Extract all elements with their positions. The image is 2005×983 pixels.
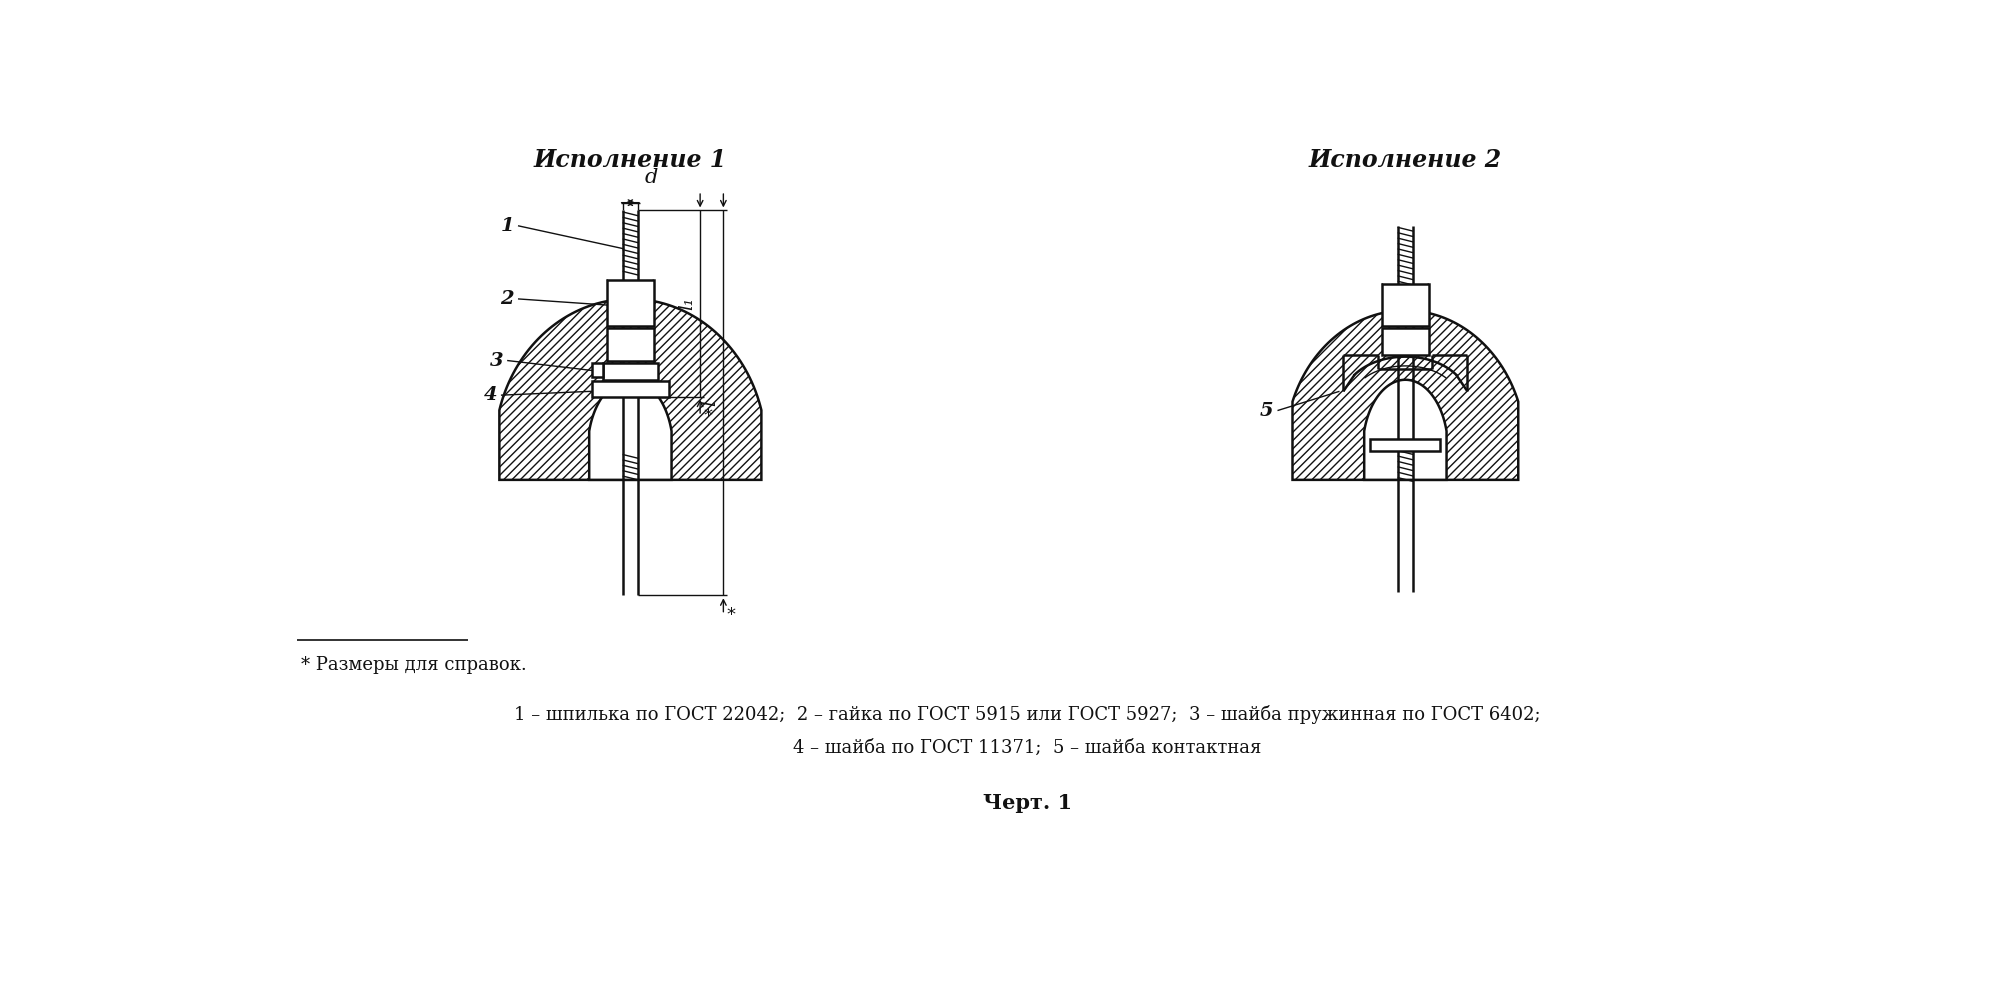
- Text: 4 – шайба по ГОСТ 11371;  5 – шайба контактная: 4 – шайба по ГОСТ 11371; 5 – шайба конта…: [794, 739, 1261, 757]
- Bar: [1371, 439, 1440, 450]
- Bar: [591, 363, 604, 376]
- Text: 1 – шпилька по ГОСТ 22042;  2 – гайка по ГОСТ 5915 или ГОСТ 5927;  3 – шайба пру: 1 – шпилька по ГОСТ 22042; 2 – гайка по …: [513, 705, 1540, 724]
- Text: * Размеры для справок.: * Размеры для справок.: [301, 656, 527, 673]
- Text: Исполнение 2: Исполнение 2: [1309, 148, 1502, 172]
- Text: l: l: [702, 400, 720, 406]
- Text: 5: 5: [1259, 402, 1273, 420]
- Text: 4: 4: [483, 386, 497, 404]
- Bar: [591, 381, 670, 397]
- Polygon shape: [499, 299, 762, 480]
- Text: *: *: [704, 407, 712, 425]
- Polygon shape: [589, 379, 672, 480]
- Bar: [608, 279, 654, 325]
- Polygon shape: [1293, 311, 1518, 480]
- Text: l₁: l₁: [678, 297, 696, 310]
- Text: Черт. 1: Черт. 1: [982, 793, 1073, 813]
- Text: d: d: [644, 168, 658, 187]
- Text: 1: 1: [501, 217, 513, 235]
- Bar: [1381, 328, 1430, 355]
- Polygon shape: [1363, 379, 1446, 480]
- Bar: [604, 363, 658, 379]
- Bar: [1381, 283, 1430, 325]
- Text: *: *: [726, 606, 736, 623]
- Text: 2: 2: [501, 290, 513, 308]
- Bar: [608, 328, 654, 361]
- Text: Исполнение 1: Исполнение 1: [533, 148, 728, 172]
- Text: 3: 3: [489, 352, 503, 370]
